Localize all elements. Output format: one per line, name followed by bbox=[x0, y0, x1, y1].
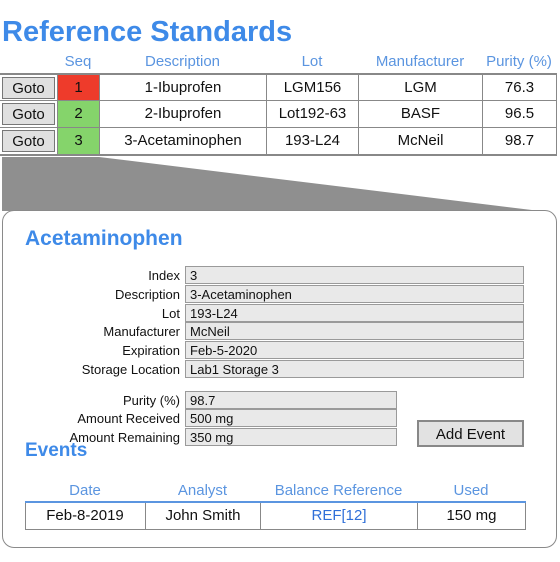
goto-button[interactable]: Goto bbox=[2, 130, 55, 152]
amount-remaining-field[interactable]: 350 mg bbox=[185, 428, 397, 446]
event-row: Feb-8-2019 John Smith REF[12] 150 mg bbox=[25, 503, 525, 529]
table-row: Goto 3 3-Acetaminophen 193-L24 McNeil 98… bbox=[0, 128, 557, 154]
balance-reference-link[interactable]: REF[12] bbox=[311, 507, 367, 524]
storage-location-label: Storage Location bbox=[81, 362, 180, 377]
add-event-button[interactable]: Add Event bbox=[417, 420, 524, 447]
event-used-cell: 150 mg bbox=[446, 507, 497, 524]
seq-status-cell: 2 bbox=[58, 101, 99, 127]
col-header-seq: Seq bbox=[64, 53, 92, 70]
storage-location-field[interactable]: Lab1 Storage 3 bbox=[185, 360, 524, 378]
expiration-label: Expiration bbox=[122, 343, 180, 358]
col-header-manufacturer: Manufacturer bbox=[375, 53, 465, 70]
manufacturer-cell: LGM bbox=[404, 79, 437, 96]
manufacturer-cell: BASF bbox=[400, 105, 441, 122]
events-col-header-balance-reference: Balance Reference bbox=[274, 482, 403, 499]
manufacturer-cell: McNeil bbox=[397, 132, 444, 149]
goto-button[interactable]: Goto bbox=[2, 77, 55, 99]
seq-status-cell: 1 bbox=[58, 75, 99, 100]
lot-cell: Lot192-63 bbox=[278, 105, 347, 122]
table-row: Goto 1 1-Ibuprofen LGM156 LGM 76.3 bbox=[0, 75, 557, 100]
lot-cell: LGM156 bbox=[283, 79, 342, 96]
zoom-connector bbox=[2, 157, 540, 211]
col-header-purity: Purity (%) bbox=[486, 53, 552, 70]
manufacturer-field[interactable]: McNeil bbox=[185, 322, 524, 340]
description-cell: 2-Ibuprofen bbox=[144, 105, 222, 122]
events-title: Events bbox=[25, 440, 88, 461]
detail-title: Acetaminophen bbox=[25, 227, 183, 250]
lot-label: Lot bbox=[161, 306, 180, 321]
col-header-lot: Lot bbox=[301, 53, 323, 70]
index-field[interactable]: 3 bbox=[185, 266, 524, 284]
purity-cell: 96.5 bbox=[504, 105, 535, 122]
events-col-header-used: Used bbox=[453, 482, 489, 499]
event-date-cell: Feb-8-2019 bbox=[46, 507, 124, 524]
manufacturer-label: Manufacturer bbox=[103, 324, 180, 339]
reference-table: Goto 1 1-Ibuprofen LGM156 LGM 76.3 Goto … bbox=[0, 73, 560, 157]
lot-field[interactable]: 193-L24 bbox=[185, 304, 524, 322]
events-col-header-analyst: Analyst bbox=[177, 482, 228, 499]
description-label: Description bbox=[114, 287, 180, 302]
amount-received-field[interactable]: 500 mg bbox=[185, 409, 397, 427]
seq-status-cell: 3 bbox=[58, 128, 99, 154]
purity-cell: 98.7 bbox=[504, 132, 535, 149]
description-cell: 3-Acetaminophen bbox=[124, 132, 242, 149]
goto-button[interactable]: Goto bbox=[2, 103, 55, 125]
description-cell: 1-Ibuprofen bbox=[144, 79, 222, 96]
page-title: Reference Standards bbox=[2, 16, 293, 48]
lot-cell: 193-L24 bbox=[284, 132, 341, 149]
col-header-description: Description bbox=[144, 53, 221, 70]
events-table: Feb-8-2019 John Smith REF[12] 150 mg bbox=[25, 501, 527, 531]
table-row: Goto 2 2-Ibuprofen Lot192-63 BASF 96.5 bbox=[0, 101, 557, 127]
expiration-field[interactable]: Feb-5-2020 bbox=[185, 341, 524, 359]
amount-received-label: Amount Received bbox=[77, 411, 180, 426]
events-col-header-date: Date bbox=[69, 482, 101, 499]
purity-field[interactable]: 98.7 bbox=[185, 391, 397, 409]
event-analyst-cell: John Smith bbox=[165, 507, 241, 524]
purity-label: Purity (%) bbox=[122, 393, 180, 408]
amount-remaining-label: Amount Remaining bbox=[69, 430, 180, 445]
index-label: Index bbox=[148, 268, 180, 283]
description-field[interactable]: 3-Acetaminophen bbox=[185, 285, 524, 303]
purity-cell: 76.3 bbox=[504, 79, 535, 96]
